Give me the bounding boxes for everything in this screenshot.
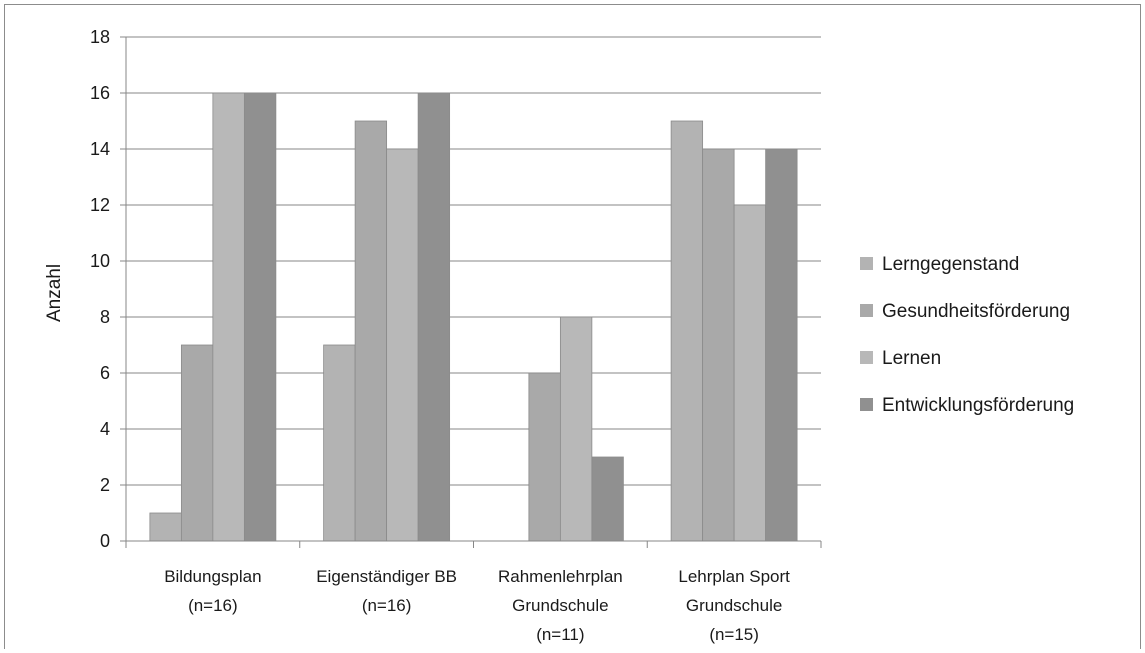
bar-gesundheitsförderung [354, 120, 388, 542]
legend-label: Lerngegenstand [882, 254, 1019, 275]
bar-lernen [212, 92, 245, 542]
y-tick-label: 18 [90, 27, 110, 47]
y-tick-label: 10 [90, 251, 110, 271]
legend-label: Entwicklungsförderung [882, 395, 1074, 416]
x-category-label: Grundschule [686, 596, 782, 615]
bar-entwicklungsförderung [591, 456, 624, 542]
bars [149, 92, 798, 542]
x-category-label: Bildungsplan [164, 567, 261, 586]
legend-swatch [860, 351, 873, 364]
bar-lerngegenstand [323, 344, 356, 542]
bar-lernen [733, 204, 767, 542]
bar-gesundheitsförderung [702, 148, 735, 542]
bar-entwicklungsförderung [243, 92, 277, 542]
bar-lerngegenstand [670, 120, 704, 542]
y-tick-label: 16 [90, 83, 110, 103]
y-tick-label: 8 [100, 307, 110, 327]
chart: 0 2 4 6 8 10 12 14 16 18 Bildungsplan (n=16) Eigenst… [44, 27, 1074, 644]
labels: 0 2 4 6 8 10 12 14 16 18 Bildungsplan (n=16) Eigenst… [44, 27, 790, 644]
y-axis-title: Anzahl [44, 264, 65, 322]
y-tick-label: 14 [90, 139, 110, 159]
y-tick-label: 0 [100, 531, 110, 551]
x-category-label: (n=16) [188, 596, 238, 615]
x-category-label: Grundschule [512, 596, 608, 615]
x-category-label: (n=11) [536, 625, 584, 644]
x-category-label: Lehrplan Sport [678, 567, 790, 586]
x-category-label: (n=16) [362, 596, 412, 615]
chart-frame: 0 2 4 6 8 10 12 14 16 18 Bildungsplan (n=16) Eigenst… [4, 4, 1141, 649]
x-category-label: Eigenständiger BB [316, 567, 457, 586]
y-tick-label: 12 [90, 195, 110, 215]
legend-swatch [860, 304, 873, 317]
bar-lerngegenstand [149, 512, 182, 542]
legend-swatch [860, 398, 873, 411]
legend: Lerngegenstand Gesundheitsförderung Lernen… [860, 254, 1074, 416]
axes [120, 36, 822, 548]
bar-entwicklungsförderung [417, 92, 451, 542]
legend-swatch [860, 257, 873, 270]
bar-lernen [386, 148, 419, 542]
bar-entwicklungsförderung [765, 148, 798, 542]
y-tick-label: 4 [100, 419, 110, 439]
legend-label: Gesundheitsförderung [882, 301, 1070, 322]
bar-gesundheitsförderung [180, 344, 214, 542]
legend-label: Lernen [882, 348, 941, 369]
x-category-label: Rahmenlehrplan [498, 567, 623, 586]
x-category-label: (n=15) [709, 625, 759, 644]
bar-gesundheitsförderung [528, 372, 561, 542]
y-tick-label: 2 [100, 475, 110, 495]
y-tick-label: 6 [100, 363, 110, 383]
bar-lernen [559, 316, 593, 542]
